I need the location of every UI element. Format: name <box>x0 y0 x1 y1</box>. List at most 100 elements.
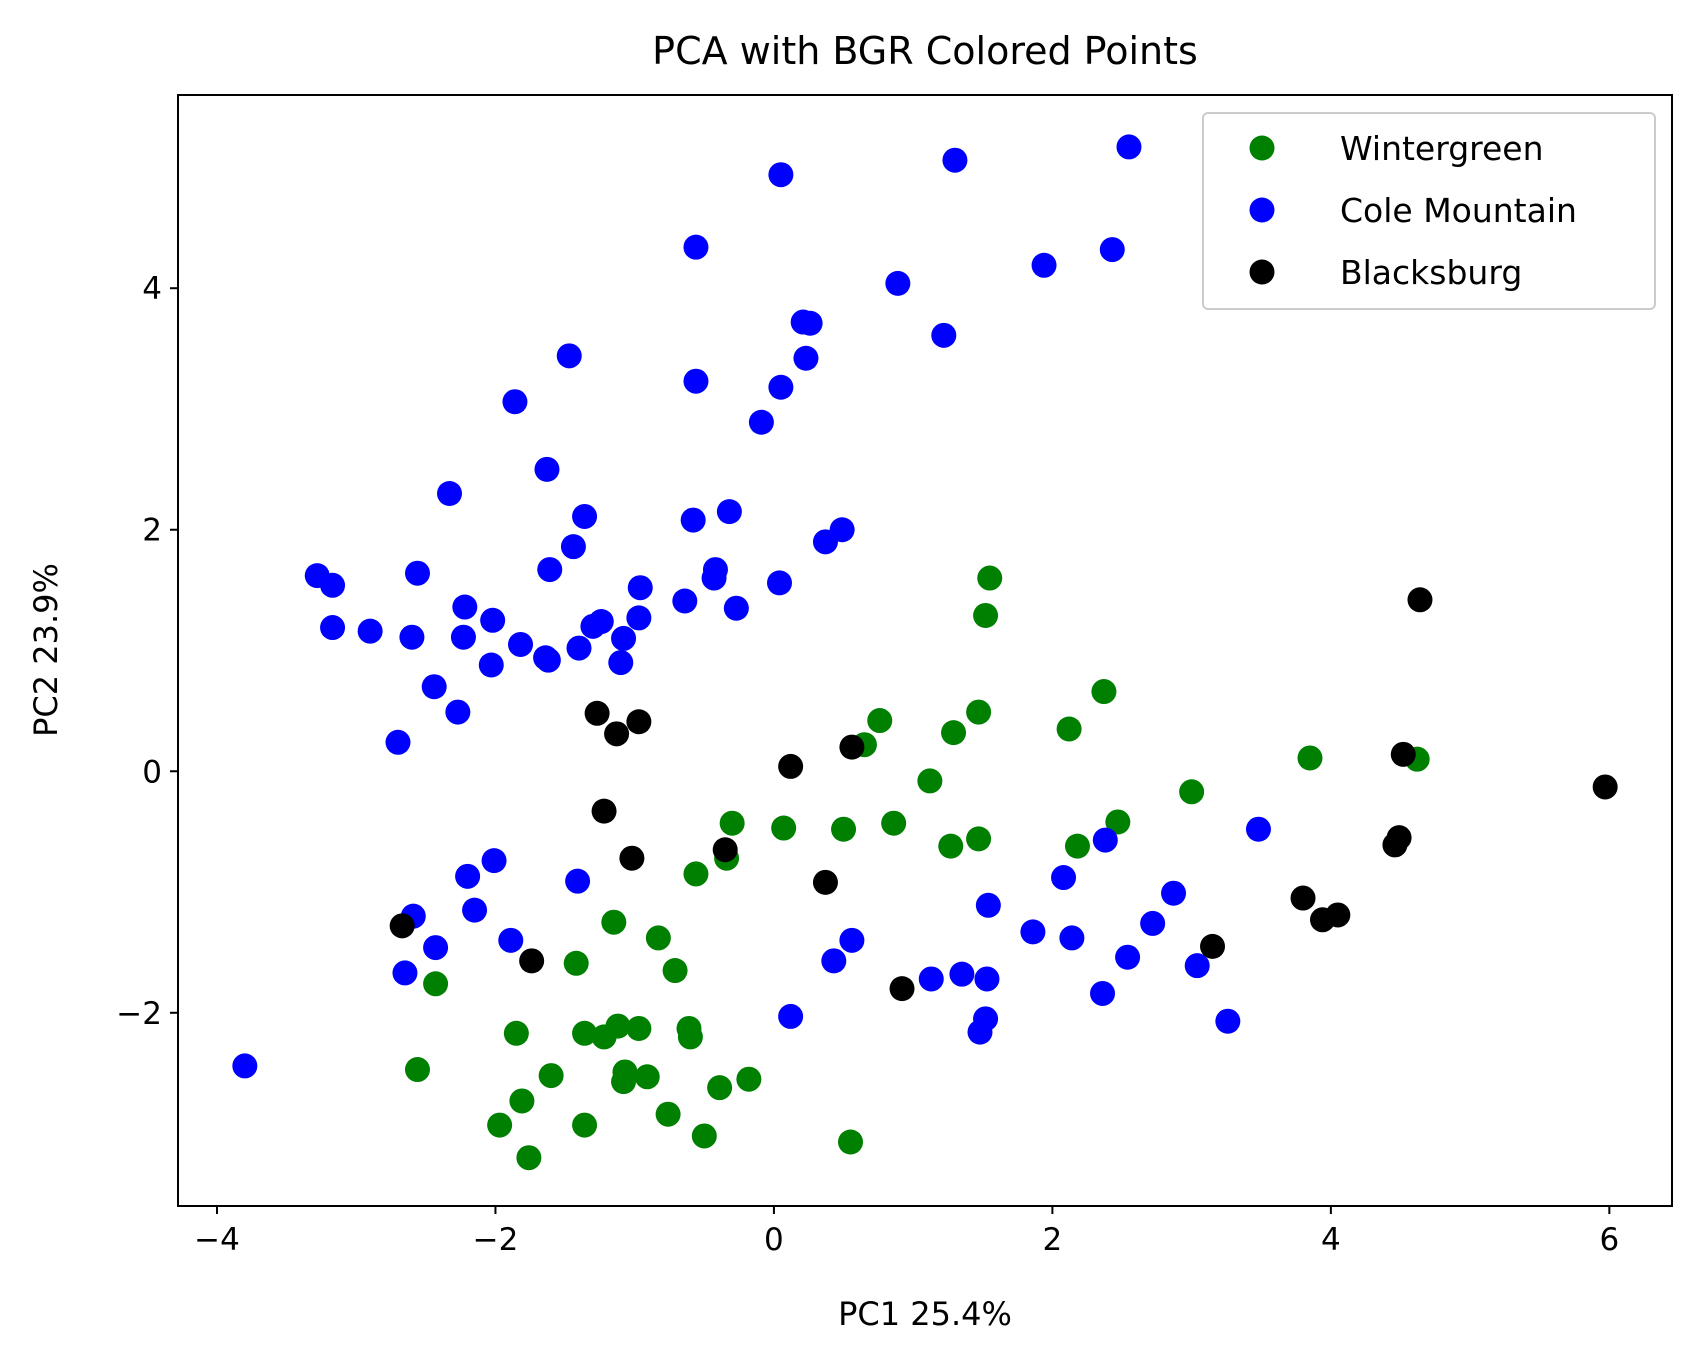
data-point <box>975 892 1001 918</box>
data-point <box>535 647 561 673</box>
series-blacksburg <box>389 587 1618 1002</box>
data-point <box>1115 944 1141 970</box>
data-point <box>736 1066 762 1092</box>
data-point <box>634 1064 660 1090</box>
data-point <box>626 1015 652 1041</box>
x-tick-label: −2 <box>473 1222 519 1258</box>
legend: Wintergreen Cole Mountain Blacksburg <box>1202 112 1656 310</box>
data-point <box>389 913 415 939</box>
data-point <box>716 499 742 525</box>
data-point <box>812 529 838 555</box>
data-point <box>538 1063 564 1089</box>
data-point <box>480 607 506 633</box>
data-point <box>691 1123 717 1149</box>
data-point <box>1091 679 1117 705</box>
data-point <box>608 650 634 676</box>
data-point <box>1099 237 1125 263</box>
data-point <box>591 798 617 824</box>
data-point <box>917 768 943 794</box>
y-tick-label: 2 <box>142 513 162 549</box>
data-point <box>627 575 653 601</box>
data-point <box>1386 825 1412 851</box>
data-point <box>392 960 418 986</box>
data-point <box>967 1019 993 1045</box>
data-point <box>399 624 425 650</box>
data-point <box>421 674 447 700</box>
data-point <box>605 1013 631 1039</box>
data-point <box>604 721 630 747</box>
legend-box <box>1202 112 1656 310</box>
data-point <box>974 966 1000 992</box>
data-point <box>565 868 591 894</box>
data-point <box>452 594 478 620</box>
data-point <box>839 734 865 760</box>
data-point <box>838 1129 864 1155</box>
data-point <box>1179 779 1205 805</box>
data-point <box>357 618 383 644</box>
data-point <box>1184 953 1210 979</box>
data-point <box>683 368 709 394</box>
data-point <box>516 1145 542 1171</box>
data-point <box>423 971 449 997</box>
data-point <box>509 1088 535 1114</box>
data-point <box>938 833 964 859</box>
data-point <box>320 615 346 641</box>
data-point <box>839 927 865 953</box>
data-point <box>601 909 627 935</box>
data-point <box>611 1069 637 1095</box>
data-point <box>797 310 823 336</box>
data-point <box>1090 980 1116 1006</box>
data-point <box>793 345 819 371</box>
data-point <box>941 720 967 746</box>
data-point <box>450 624 476 650</box>
data-point <box>701 565 727 591</box>
data-point <box>487 1112 513 1138</box>
chart-title: PCA with BGR Colored Points <box>652 29 1198 73</box>
data-point <box>645 925 671 951</box>
x-tick-label: −4 <box>194 1222 240 1258</box>
data-point <box>942 147 968 173</box>
data-point <box>498 927 524 953</box>
data-point <box>885 270 911 296</box>
data-point <box>404 560 430 586</box>
data-point <box>423 935 449 961</box>
legend-label: Blacksburg <box>1340 253 1522 292</box>
data-point <box>232 1053 258 1079</box>
data-point <box>502 389 528 415</box>
x-tick-label: 6 <box>1599 1222 1619 1258</box>
data-point <box>556 343 582 369</box>
data-point <box>481 848 507 874</box>
data-point <box>1200 933 1226 959</box>
data-point <box>768 374 794 400</box>
data-point <box>966 699 992 725</box>
data-point <box>534 456 560 482</box>
data-point <box>437 481 463 507</box>
data-point <box>1325 902 1351 928</box>
data-point <box>1592 774 1618 800</box>
data-point <box>683 861 709 887</box>
data-point <box>1031 252 1057 278</box>
data-point <box>1407 587 1433 613</box>
data-point <box>712 837 738 863</box>
data-point <box>508 631 534 657</box>
y-tick-label: 0 <box>142 754 162 790</box>
data-point <box>320 572 346 598</box>
data-point <box>572 1112 598 1138</box>
data-point <box>455 863 481 889</box>
data-point <box>478 652 504 678</box>
data-point <box>1297 745 1323 771</box>
legend-marker <box>1249 197 1275 223</box>
data-point <box>619 845 645 871</box>
x-tick-label: 4 <box>1321 1222 1341 1258</box>
data-point <box>1245 816 1271 842</box>
data-point <box>572 1020 598 1046</box>
legend-label: Cole Mountain <box>1340 191 1577 230</box>
data-point <box>683 234 709 260</box>
data-point <box>672 588 698 614</box>
data-point <box>677 1024 703 1050</box>
data-point <box>611 625 637 651</box>
data-point <box>973 602 999 628</box>
data-point <box>584 700 610 726</box>
data-point <box>503 1020 529 1046</box>
legend-label: Wintergreen <box>1340 129 1544 168</box>
